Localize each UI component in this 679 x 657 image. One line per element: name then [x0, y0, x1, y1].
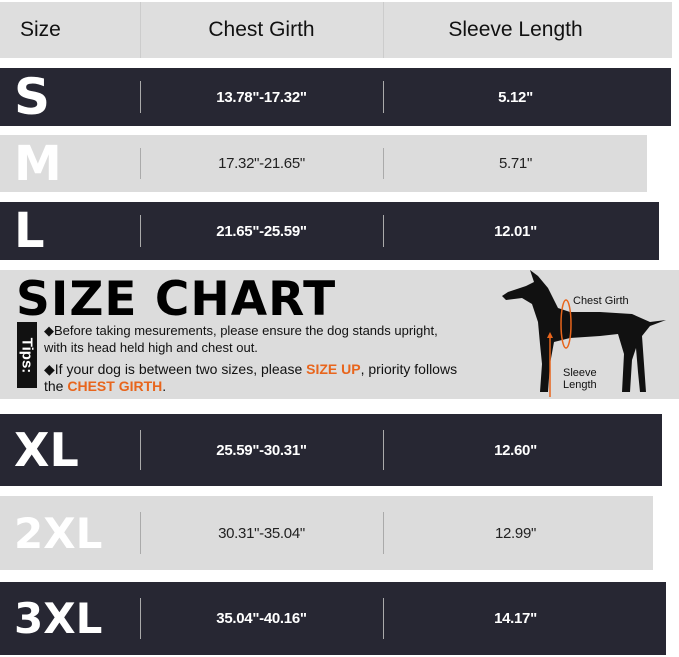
- size-label: M: [14, 135, 62, 192]
- chest-girth-value: 17.32"-21.65": [218, 155, 305, 172]
- size-label: S: [14, 68, 51, 126]
- header-sleeve: Sleeve Length: [448, 18, 583, 41]
- size-chart-banner: SIZE CHART Tips: ◆Before taking mesureme…: [0, 270, 679, 399]
- header-chest: Chest Girth: [208, 18, 315, 41]
- chest-girth-value: 25.59"-30.31": [216, 441, 307, 459]
- chest-girth-value: 21.65"-25.59": [216, 222, 307, 240]
- tip-1: ◆Before taking mesurements, please ensur…: [44, 323, 438, 355]
- sleeve-length-value: 5.71": [498, 155, 533, 172]
- sleeve-length-value: 12.99": [494, 524, 537, 542]
- size-chart-title: SIZE CHART: [16, 272, 337, 327]
- tips-label: Tips:: [17, 322, 37, 388]
- tip-2: ◆If your dog is between two sizes, pleas…: [44, 361, 458, 394]
- size-label: 2XL: [14, 508, 103, 558]
- size-label: L: [14, 203, 45, 259]
- size-row-m: M 17.32"-21.65" 5.71": [0, 135, 647, 192]
- sleeve-length-value: 14.17": [494, 610, 537, 627]
- size-row-xl: XL 25.59"-30.31" 12.60": [0, 414, 662, 486]
- sleeve-length-value: 5.12": [498, 88, 533, 106]
- sleeve-length-value: 12.60": [494, 441, 537, 459]
- chest-girth-label: Chest Girth: [573, 295, 629, 307]
- size-label: XL: [14, 423, 79, 477]
- sleeve-length-label: Sleeve Length: [563, 367, 597, 391]
- chest-girth-value: 35.04"-40.16": [216, 610, 307, 627]
- sleeve-length-value: 12.01": [494, 222, 537, 240]
- size-row-3xl: 3XL 35.04"-40.16" 14.17": [0, 582, 666, 655]
- size-row-l: L 21.65"-25.59" 12.01": [0, 202, 659, 260]
- header-row: Size Chest Girth Sleeve Length: [0, 2, 672, 58]
- chest-girth-value: 30.31"-35.04": [218, 524, 305, 542]
- size-row-2xl: 2XL 30.31"-35.04" 12.99": [0, 496, 653, 570]
- header-size: Size: [20, 18, 61, 41]
- size-label: 3XL: [14, 594, 103, 643]
- chest-girth-value: 13.78"-17.32": [216, 88, 307, 106]
- size-row-s: S 13.78"-17.32" 5.12": [0, 68, 671, 126]
- dog-diagram-icon: [502, 270, 666, 397]
